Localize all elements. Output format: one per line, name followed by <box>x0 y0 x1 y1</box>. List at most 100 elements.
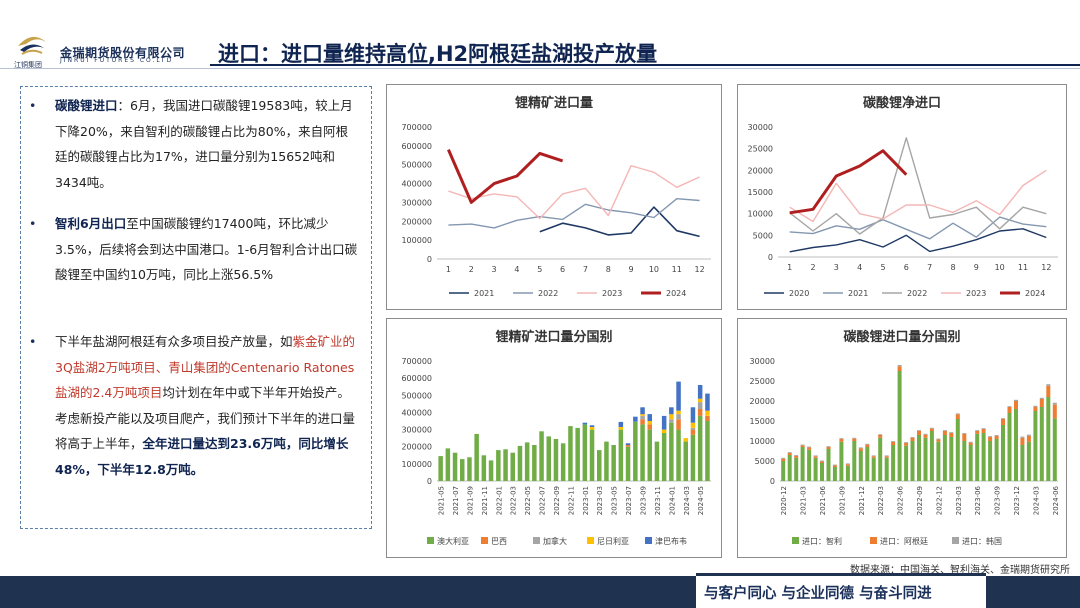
bar-segment <box>871 455 876 457</box>
bar-segment <box>1033 405 1038 407</box>
bar-segment <box>832 464 837 466</box>
x-tick-label: 11 <box>672 265 682 274</box>
y-tick-label: 5000 <box>753 231 773 240</box>
bar-segment <box>589 427 595 430</box>
bar-segment <box>690 427 696 430</box>
x-tick-label: 2021-12 <box>858 486 866 515</box>
bar-segment <box>968 441 973 443</box>
x-tick-label: 2023-06 <box>974 485 982 515</box>
bar-segment <box>878 437 883 481</box>
bar-segment <box>640 414 645 416</box>
bar-segment <box>1046 397 1051 481</box>
bar-segment <box>929 428 934 431</box>
bar-segment <box>832 465 837 467</box>
legend-swatch <box>587 537 594 544</box>
bar-segment <box>929 431 934 481</box>
x-tick-label: 4 <box>514 265 519 274</box>
x-tick-label: 2022-03 <box>510 486 518 515</box>
x-tick-label: 2023-11 <box>654 486 662 515</box>
legend-label: 尼日利亚 <box>597 536 629 546</box>
bar-segment <box>575 427 580 481</box>
legend-label: 2023 <box>602 289 622 298</box>
x-tick-label: 1 <box>446 265 451 274</box>
bar-segment <box>1007 407 1012 413</box>
chart-svg: 碳酸锂进口量分国别 0 5000 10000 15000 20000 25000 30000 2… <box>750 329 1060 546</box>
bar-segment <box>813 455 818 457</box>
bar-segment <box>852 441 857 481</box>
bar-segment <box>975 430 980 431</box>
bullet-argentina-outlook: • 下半年盐湖阿根廷有众多项目投产放量，如紫金矿业的3Q盐湖2万吨项目、青山集团… <box>29 329 359 482</box>
x-tick-label: 2022-11 <box>567 486 575 515</box>
bar-segment <box>981 429 986 433</box>
bar-segment <box>1014 401 1018 409</box>
x-tick-label: 6 <box>904 263 909 272</box>
bar-segment <box>820 461 824 463</box>
bar-segment <box>496 450 501 481</box>
legend-label: 2020 <box>789 289 809 298</box>
legend-label: 2024 <box>1025 289 1045 298</box>
bar-segment <box>676 419 681 430</box>
bar-segment <box>962 433 967 434</box>
x-tick-label: 2022-05 <box>524 486 532 515</box>
bar-segment <box>865 443 870 445</box>
legend-swatch <box>952 537 959 544</box>
bar-segment <box>923 434 928 438</box>
bar-segment <box>988 436 993 437</box>
bar-segment <box>1046 385 1051 397</box>
bar-segment <box>988 441 993 481</box>
bar-segment <box>955 414 960 419</box>
bar-segment <box>807 446 812 448</box>
bar-segment <box>994 435 999 436</box>
y-tick-label: 10000 <box>748 210 773 219</box>
chart-spodumene-by-country: 锂精矿进口量分国别 0 100000 200000 300000 400000 500000… <box>386 318 722 558</box>
bar-segment <box>669 407 674 415</box>
legend-label: 2022 <box>907 289 927 298</box>
bar-segment <box>910 437 915 438</box>
bar-segment <box>897 371 902 481</box>
bar-segment <box>1001 418 1005 419</box>
x-tick-label: 2022-09 <box>553 486 561 515</box>
x-tick-label: 9 <box>629 265 634 274</box>
bar-segment <box>1014 409 1018 481</box>
series-line-2021 <box>789 216 1047 240</box>
bar-segment <box>683 438 688 442</box>
bar-segment <box>676 410 681 415</box>
bar-segment <box>839 441 844 481</box>
bar-segment <box>820 463 824 481</box>
x-tick-label: 2023-07 <box>625 486 633 515</box>
bar-segment <box>891 441 896 442</box>
bar-segment <box>910 441 915 481</box>
bar-segment <box>904 442 909 443</box>
bar-segment <box>878 434 883 435</box>
bar-segment <box>917 435 921 481</box>
bar-segment <box>553 439 559 481</box>
bar-segment <box>1052 418 1057 481</box>
x-tick-label: 2024-03 <box>1032 486 1040 515</box>
bar-segment <box>936 439 941 442</box>
bar-segment <box>904 443 909 446</box>
bar-segment <box>690 429 696 435</box>
bar-segment <box>884 455 889 457</box>
series-line-2021 <box>539 206 700 238</box>
bullet-mark: • <box>29 98 37 113</box>
bar-segment <box>705 393 710 411</box>
bar-segment <box>1039 399 1044 407</box>
x-tick-label: 2023-03 <box>596 486 604 515</box>
y-tick-label: 0 <box>768 253 773 262</box>
bullet-body: 均计划在年中或下半年开始投产。考虑新投产能以及项目爬产，我们预计下半年的进口量将… <box>55 385 356 451</box>
x-tick-label: 9 <box>974 263 979 272</box>
bar-segment <box>669 419 674 423</box>
bar-segment <box>690 407 696 423</box>
y-tick-label: 400000 <box>401 180 432 189</box>
bar-segment <box>858 448 863 451</box>
bar-segment <box>807 447 812 450</box>
bar-segment <box>582 422 588 425</box>
y-tick-label: 5000 <box>755 457 775 466</box>
legend-swatch <box>792 537 799 544</box>
y-tick-label: 30000 <box>748 123 773 132</box>
x-tick-label: 3 <box>834 263 839 272</box>
x-tick-label: 2021-05 <box>438 486 446 515</box>
x-tick-label: 2022-01 <box>495 486 503 515</box>
bullet-mark: • <box>29 334 37 349</box>
title-divider <box>210 64 1080 66</box>
